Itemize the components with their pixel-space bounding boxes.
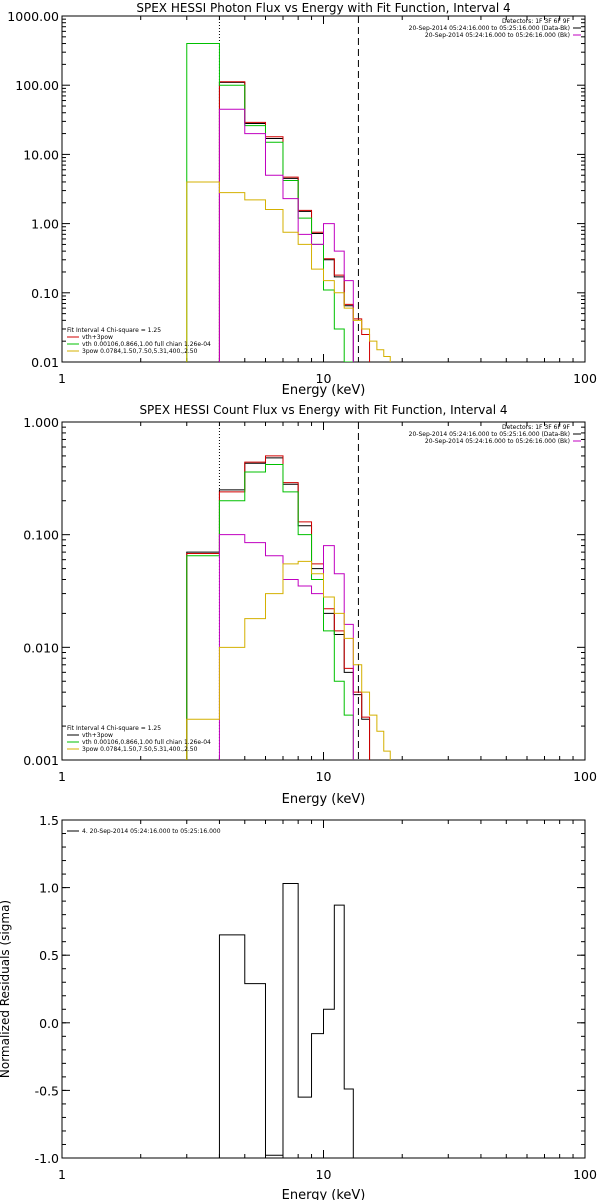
series-step-line — [186, 463, 354, 760]
x-tick-label: 10 — [316, 1167, 332, 1182]
fit-legend-text: vth 0.00106,0.866,1.00 full chian 1.26e-… — [82, 341, 211, 348]
plot-frame — [61, 15, 586, 363]
y-tick-label: 0.01 — [31, 355, 59, 370]
y-tick-label: 0.100 — [23, 528, 59, 543]
x-tick-label: 1 — [58, 1167, 66, 1182]
series-step-line — [186, 457, 371, 760]
top-legend-text: Detectors: 1F 3F 6F 9F — [502, 18, 571, 25]
series-step-line — [186, 181, 391, 362]
y-tick-label: 0.10 — [31, 286, 59, 301]
x-tick-label: 1 — [58, 371, 66, 386]
series-group — [218, 883, 354, 1158]
y-tick-label: 1.0 — [39, 881, 59, 896]
fit-legend-text: 3pow 0.0784,1.50,7.50,5.31,400.,2.50 — [82, 746, 198, 753]
y-axis-label: Normalized Residuals (sigma) — [0, 900, 12, 1078]
x-tick-label: 100 — [573, 1167, 597, 1182]
fit-legend-text: vth 0.00106,0.866,1.00 full chian 1.26e-… — [82, 739, 211, 746]
plot-frame — [61, 819, 586, 1159]
chart-title: SPEX HESSI Count Flux vs Energy with Fit… — [139, 403, 507, 417]
series-step-line — [218, 883, 354, 1158]
x-tick-label: 100 — [573, 371, 597, 386]
series-step-line — [218, 108, 354, 362]
series-step-line — [218, 81, 354, 362]
top-legend-text: 20-Sep-2014 05:24:16.000 to 05:26:16.000… — [425, 438, 570, 445]
top-legend-text: 20-Sep-2014 05:24:16.000 to 05:26:16.000… — [425, 32, 570, 39]
x-tick-label: 10 — [316, 769, 332, 784]
y-tick-label: 1.000 — [23, 415, 59, 430]
y-tick-label: -1.0 — [35, 1151, 59, 1166]
series-group — [186, 43, 391, 362]
y-tick-label: 0.0 — [39, 1016, 59, 1031]
top-legend-text: 20-Sep-2014 05:24:16.000 to 05:25:16.000… — [409, 431, 570, 438]
y-tick-label: 0.5 — [39, 948, 59, 963]
fit-legend-text: vth+3pow — [82, 334, 113, 341]
y-tick-label: -0.5 — [35, 1083, 59, 1098]
y-tick-label: 10.00 — [23, 147, 59, 162]
y-tick-label: 1000.00 — [7, 9, 59, 24]
y-tick-label: 100.00 — [15, 78, 59, 93]
series-step-line — [218, 534, 354, 760]
y-tick-label: 1.00 — [31, 217, 59, 232]
fit-legend-text: vth+3pow — [82, 732, 113, 739]
top-legend-text: 20-Sep-2014 05:24:16.000 to 05:25:16.000… — [409, 25, 570, 32]
series-step-line — [218, 81, 371, 362]
fit-legend-text: Fit Interval 4 Chi-square = 1.25 — [67, 725, 161, 732]
x-axis-label: Energy (keV) — [282, 792, 366, 807]
y-tick-label: 1.5 — [39, 813, 59, 828]
top-legend-text: Detectors: 1F 3F 6F 9F — [502, 424, 571, 431]
x-tick-label: 1 — [58, 769, 66, 784]
series-step-line — [186, 43, 354, 362]
series-step-line — [186, 455, 371, 760]
chart-title: SPEX HESSI Photon Flux vs Energy with Fi… — [136, 1, 510, 15]
x-tick-label: 10 — [316, 371, 332, 386]
x-tick-label: 100 — [573, 769, 597, 784]
fit-legend-text: Fit Interval 4 Chi-square = 1.25 — [67, 327, 161, 334]
series-group — [186, 455, 391, 760]
y-tick-label: 0.010 — [23, 640, 59, 655]
x-axis-label: Energy (keV) — [282, 383, 366, 398]
fit-legend-text: 4. 20-Sep-2014 05:24:16.000 to 05:25:16.… — [82, 828, 221, 835]
x-axis-label: Energy (keV) — [282, 1188, 366, 1200]
series-step-line — [186, 560, 391, 760]
count-flux-chart: SPEX HESSI Count Flux vs Energy with Fit… — [23, 403, 597, 807]
fit-legend-text: 3pow 0.0784,1.50,7.50,5.31,400.,2.50 — [82, 348, 198, 355]
residuals-chart: 1 10 100 -1.0 -0.5 0.0 0.5 1.0 1.5 Energy (keV) No… — [0, 813, 597, 1200]
photon-flux-chart: SPEX HESSI Photon Flux vs Energy with Fi… — [7, 1, 597, 398]
y-tick-label: 0.001 — [23, 753, 59, 768]
